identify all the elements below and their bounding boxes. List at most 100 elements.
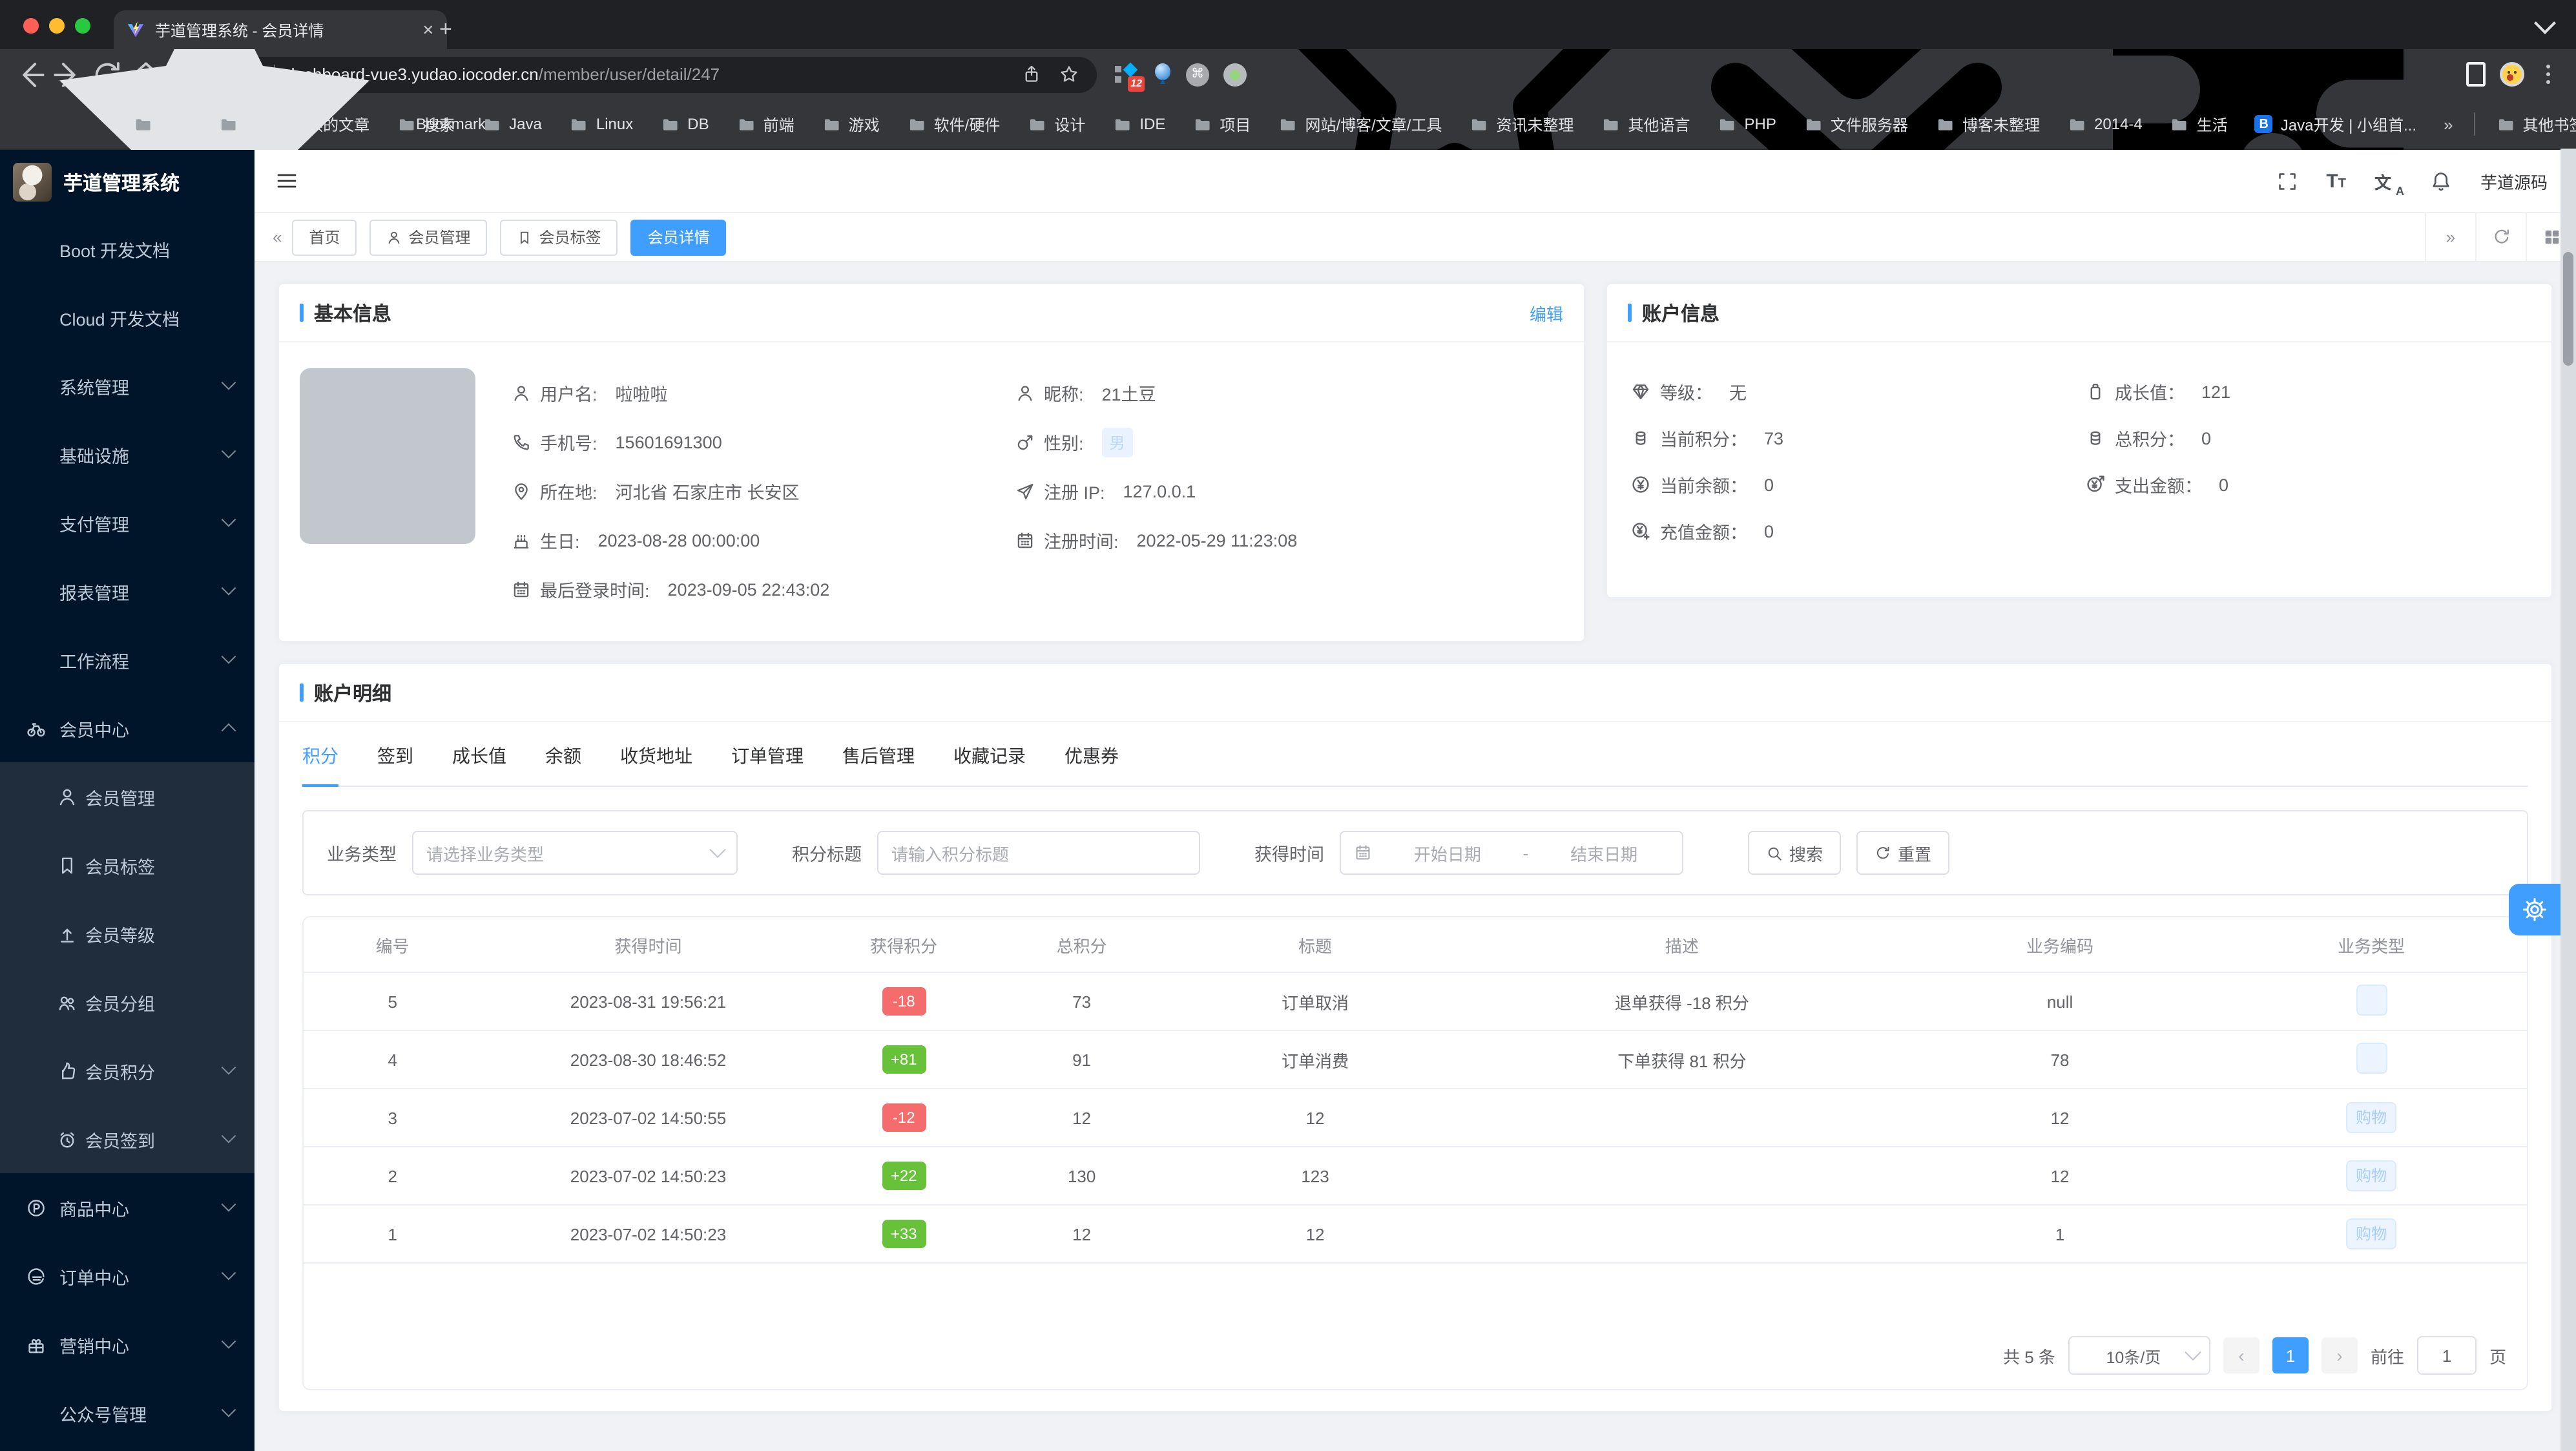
date-range-picker[interactable]: 开始日期 - 结束日期: [1340, 831, 1683, 875]
detail-tab[interactable]: 积分: [302, 743, 338, 787]
new-tab-button[interactable]: +: [439, 17, 452, 41]
page-size-select[interactable]: 10条/页: [2068, 1336, 2210, 1375]
search-button[interactable]: 搜索: [1748, 831, 1842, 875]
scrollbar-thumb[interactable]: [2563, 252, 2573, 366]
goto-page-input[interactable]: 1: [2416, 1336, 2477, 1375]
bookmark-folder[interactable]: 软件/硬件: [907, 113, 1000, 135]
sidebar-item[interactable]: 基础设施: [0, 420, 254, 488]
card-title: 账户明细: [314, 683, 392, 705]
sidebar-item[interactable]: Cloud 开发文档: [0, 283, 254, 351]
bookmark-folder[interactable]: 文件服务器: [1803, 113, 1908, 135]
sidebar-item[interactable]: 商品中心: [0, 1173, 254, 1242]
tabs-scroll-left[interactable]: «: [273, 227, 282, 247]
sidebar-item[interactable]: 会员等级: [0, 899, 254, 968]
sidebar-item[interactable]: 会员分组: [0, 968, 254, 1036]
detail-tab[interactable]: 收货地址: [620, 746, 692, 766]
extension-frame-icon[interactable]: [2466, 62, 2486, 87]
page-tab[interactable]: 会员标签: [500, 219, 618, 255]
bookmark-folder[interactable]: 近期需要读的文章: [218, 113, 369, 135]
bookmark-site[interactable]: B Java开发 | 小组首...: [2254, 113, 2416, 135]
collapse-menu-icon[interactable]: [275, 169, 298, 193]
sidebar-item[interactable]: Boot 开发文档: [0, 214, 254, 283]
detail-tab[interactable]: 成长值: [452, 746, 506, 766]
sidebar-item[interactable]: 会员标签: [0, 831, 254, 899]
sidebar-item[interactable]: 会员积分: [0, 1036, 254, 1105]
page-tabs-bar: « 首页 会员管理 会员标签 会员详情: [254, 213, 2576, 262]
bookmarks-overflow-chevron[interactable]: »: [2444, 114, 2453, 134]
bookmark-folder[interactable]: 游戏: [822, 113, 880, 135]
sidebar-item[interactable]: 系统管理: [0, 351, 254, 420]
sidebar-item-icon: [26, 375, 59, 396]
business-type-select[interactable]: 请选择业务类型: [412, 831, 738, 875]
detail-tab[interactable]: 收藏记录: [953, 746, 1026, 766]
extension-tabs-icon[interactable]: 12: [1115, 63, 1145, 91]
sidebar-item[interactable]: 会员管理: [0, 762, 254, 831]
browser-tab[interactable]: 芋道管理系统 - 会员详情 ✕: [114, 10, 447, 49]
minimize-window-button[interactable]: [49, 18, 65, 34]
next-page-button[interactable]: ›: [2321, 1337, 2358, 1373]
extension-balloon-icon[interactable]: [1155, 63, 1172, 86]
sidebar-item[interactable]: 订单中心: [0, 1242, 254, 1310]
page-tab[interactable]: 会员管理: [369, 219, 488, 255]
detail-tab[interactable]: 签到: [377, 746, 413, 766]
reset-button[interactable]: 重置: [1856, 831, 1950, 875]
username[interactable]: 芋道源码: [2480, 172, 2548, 192]
font-size-icon[interactable]: TT: [2326, 170, 2346, 192]
share-icon[interactable]: [1022, 65, 1041, 84]
sidebar-item[interactable]: 会员签到: [0, 1105, 254, 1173]
edit-button[interactable]: 编辑: [1529, 304, 1563, 324]
current-page-button[interactable]: 1: [2272, 1337, 2309, 1373]
detail-tab[interactable]: 订单管理: [731, 746, 804, 766]
sidebar-item[interactable]: 报表管理: [0, 557, 254, 625]
prev-page-button[interactable]: ‹: [2223, 1337, 2259, 1373]
bookmark-folder[interactable]: 设计: [1027, 113, 1085, 135]
tab-search-chevron-icon[interactable]: [2534, 12, 2556, 34]
close-window-button[interactable]: [23, 18, 39, 34]
sidebar-item[interactable]: 公众号管理: [0, 1379, 254, 1447]
sidebar-item[interactable]: 支付管理: [0, 488, 254, 557]
notification-bell-icon[interactable]: [2430, 170, 2452, 192]
bookmark-folder[interactable]: 博客未整理: [1935, 113, 2040, 135]
browser-menu-icon[interactable]: [2546, 72, 2550, 76]
settings-gear-button[interactable]: [2509, 884, 2560, 935]
sidebar-item[interactable]: 营销中心: [0, 1310, 254, 1379]
bookmark-folder[interactable]: 运营: [133, 113, 191, 135]
bookmark-folder[interactable]: 搜索: [397, 113, 455, 135]
bookmark-folder[interactable]: 生活: [2170, 113, 2228, 135]
tab-close-icon[interactable]: ✕: [422, 23, 434, 38]
sidebar-item[interactable]: 工作流程: [0, 625, 254, 694]
maximize-window-button[interactable]: [75, 18, 90, 34]
bookmark-folder[interactable]: Linux: [569, 115, 633, 133]
bookmark-folder[interactable]: PHP: [1718, 115, 1776, 133]
detail-tab[interactable]: 余额: [545, 746, 581, 766]
page-scrollbar[interactable]: [2560, 149, 2576, 1451]
detail-tab[interactable]: 优惠券: [1065, 746, 1119, 766]
refresh-page-button[interactable]: [2475, 213, 2526, 261]
bookmark-folder[interactable]: 2014-4: [2067, 115, 2143, 133]
bookmark-folder[interactable]: Java: [482, 115, 542, 133]
layout-grid-button[interactable]: [2526, 213, 2576, 261]
fullscreen-icon[interactable]: [2276, 170, 2298, 192]
detail-tab[interactable]: 售后管理: [842, 746, 915, 766]
page-tab[interactable]: 首页: [292, 219, 357, 255]
bookmark-folder[interactable]: 其他语言: [1601, 113, 1690, 135]
bookmark-folder[interactable]: 网站/博客/文章/工具: [1278, 113, 1442, 135]
back-button[interactable]: [13, 57, 47, 91]
table-row: 3 2023-07-02 14:50:55 -12 12 12 12 购物: [304, 1089, 2527, 1147]
bookmark-folder[interactable]: DB: [660, 115, 709, 133]
bookmark-folder[interactable]: IDE: [1112, 115, 1165, 133]
points-title-input[interactable]: 请输入积分标题: [877, 831, 1200, 875]
bookmark-folder[interactable]: 资讯未整理: [1469, 113, 1574, 135]
extension-command-icon[interactable]: ⌘: [1186, 63, 1209, 86]
page-tab[interactable]: 会员详情: [630, 219, 727, 255]
tabs-scroll-right[interactable]: »: [2425, 213, 2475, 261]
bookmark-folder[interactable]: 前端: [736, 113, 795, 135]
bookmark-folder[interactable]: 项目: [1192, 113, 1251, 135]
other-bookmarks[interactable]: 其他书签: [2496, 113, 2576, 135]
sidebar-item[interactable]: 会员中心: [0, 694, 254, 762]
extension-recorder-icon[interactable]: [1223, 63, 1247, 86]
profile-avatar[interactable]: [2500, 62, 2524, 87]
bookmark-star-icon[interactable]: [1059, 65, 1079, 84]
basic-info-left-column: 用户名: 啦啦啦 手机号: 15601691300 所在地:: [512, 368, 1015, 614]
